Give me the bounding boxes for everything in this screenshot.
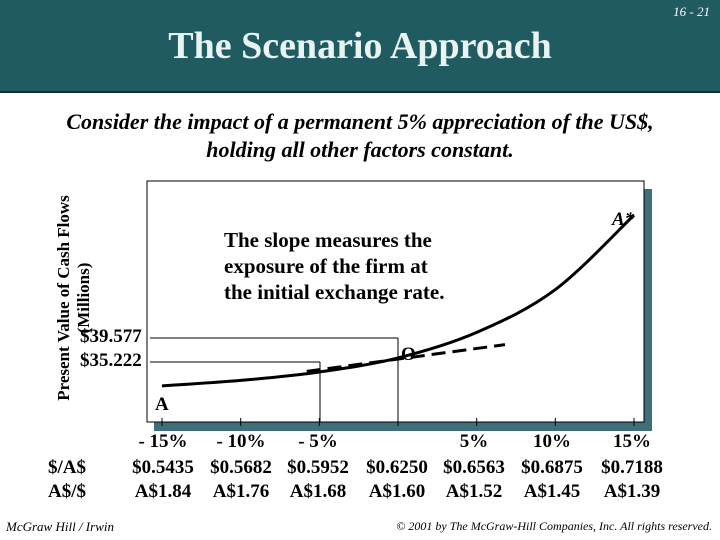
aud-per-usd-value: A$1.39: [603, 481, 661, 502]
slide-subtitle: Consider the impact of a permanent 5% ap…: [20, 108, 700, 164]
subtitle-line-2: holding all other factors constant.: [206, 137, 514, 162]
usd-per-aud-value: $0.6250: [366, 457, 428, 478]
row-label-usd-per-aud: $/A$: [48, 457, 86, 478]
aud-per-usd-value: A$1.52: [445, 481, 503, 502]
subtitle-line-1: Consider the impact of a permanent 5% ap…: [66, 109, 654, 134]
slide-header: 16 - 21 The Scenario Approach: [0, 0, 720, 93]
usd-per-aud-value: $0.5435: [132, 457, 194, 478]
usd-per-aud-value: $0.7188: [601, 457, 663, 478]
tangent-line: [306, 343, 506, 373]
x-tick-label: 15%: [613, 431, 651, 452]
y-tick-label-1: $39.577: [80, 326, 142, 347]
aud-per-usd-value: A$1.45: [523, 481, 581, 502]
usd-per-aud-value: $0.5952: [287, 457, 349, 478]
usd-per-aud-value: $0.6875: [521, 457, 583, 478]
footer-copyright: © 2001 by The McGraw-Hill Companies, Inc…: [396, 519, 712, 533]
aud-per-usd-value: A$1.84: [134, 481, 192, 502]
x-axis-ticks: [161, 418, 635, 426]
x-tick-label: - 5%: [298, 431, 338, 452]
annotation-line-3: the initial exchange rate.: [224, 280, 445, 304]
point-label-a: A: [155, 394, 169, 415]
footer-publisher: McGraw Hill / Irwin: [6, 519, 114, 534]
x-tick-label: 5%: [459, 431, 489, 452]
usd-per-aud-value: $0.5682: [210, 457, 272, 478]
slope-annotation: The slope measures the exposure of the f…: [224, 227, 494, 305]
point-label-a-star: A*: [612, 209, 635, 230]
aud-per-usd-value: A$1.60: [368, 481, 426, 502]
aud-per-usd-value: A$1.76: [212, 481, 270, 502]
exposure-curve: [161, 214, 636, 388]
annotation-line-1: The slope measures the: [224, 228, 432, 252]
slide-title: The Scenario Approach: [168, 25, 552, 67]
row-label-aud-per-usd: A$/$: [48, 481, 86, 502]
slide-number: 16 - 21: [673, 4, 710, 19]
aud-per-usd-value: A$1.68: [289, 481, 347, 502]
usd-per-aud-value: $0.6563: [443, 457, 505, 478]
y-tick-label-2: $35.222: [80, 350, 142, 371]
annotation-line-2: exposure of the firm at: [224, 254, 428, 278]
x-tick-label: - 15%: [138, 431, 188, 452]
point-label-o: O: [401, 344, 416, 365]
x-tick-label: 10%: [533, 431, 571, 452]
x-tick-label: - 10%: [216, 431, 266, 452]
